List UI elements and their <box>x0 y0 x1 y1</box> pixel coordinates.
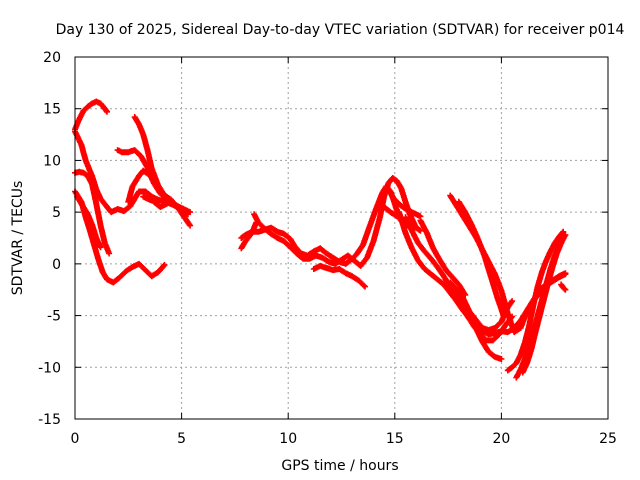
series-markers <box>125 167 187 214</box>
series-markers <box>238 219 260 252</box>
series-markers <box>72 98 110 133</box>
y-tick-label: 0 <box>52 257 61 273</box>
y-tick-label: -10 <box>38 360 61 376</box>
y-tick-label: 10 <box>43 153 61 169</box>
axis-ticks: 0 5 10 15 20 25 -15 -10 -5 0 5 10 15 20 <box>38 50 617 447</box>
series-arc-a1 <box>72 98 110 133</box>
series-markers <box>451 289 516 344</box>
series-arc-c3 <box>251 175 420 269</box>
x-tick-label: 0 <box>71 431 80 447</box>
series-markers <box>504 228 567 374</box>
series-arc-e4 <box>558 281 569 293</box>
y-tick-label: -5 <box>47 309 61 325</box>
series-arc-b5 <box>140 193 159 205</box>
series-markers <box>417 217 469 298</box>
series-arc-d3 <box>417 217 469 298</box>
y-tick-label: 5 <box>52 205 61 221</box>
x-tick-label: 5 <box>177 431 186 447</box>
y-tick-label: 20 <box>43 50 61 66</box>
series-arc-d7 <box>455 198 507 319</box>
x-tick-label: 20 <box>492 431 510 447</box>
series-arc-a5 <box>74 193 104 251</box>
series-arc-e1 <box>504 228 567 374</box>
series-arc-d5 <box>451 289 516 344</box>
x-axis-label: GPS time / hours <box>281 458 398 474</box>
chart-title: Day 130 of 2025, Sidereal Day-to-day VTE… <box>56 22 625 38</box>
series-markers <box>558 281 569 293</box>
series-markers <box>74 193 104 251</box>
series-arc-b3 <box>125 167 187 214</box>
plot-frame <box>74 56 609 420</box>
series-arc-c4 <box>310 262 368 290</box>
x-tick-label: 10 <box>279 431 297 447</box>
series-arc-e3 <box>519 231 569 376</box>
series-markers <box>310 262 368 290</box>
series-markers <box>251 175 420 269</box>
y-tick-label: -15 <box>38 412 61 428</box>
series-markers <box>455 198 507 319</box>
series-markers <box>519 231 569 376</box>
x-tick-label: 25 <box>599 431 617 447</box>
data-points <box>72 98 569 381</box>
series-markers <box>140 193 159 205</box>
series-markers <box>387 190 424 220</box>
y-axis-label: SDTVAR / TECUs <box>10 181 26 296</box>
series-arc-c6 <box>387 190 424 220</box>
series-arc-c2 <box>238 219 260 252</box>
x-tick-label: 15 <box>386 431 404 447</box>
y-tick-label: 15 <box>43 102 61 118</box>
